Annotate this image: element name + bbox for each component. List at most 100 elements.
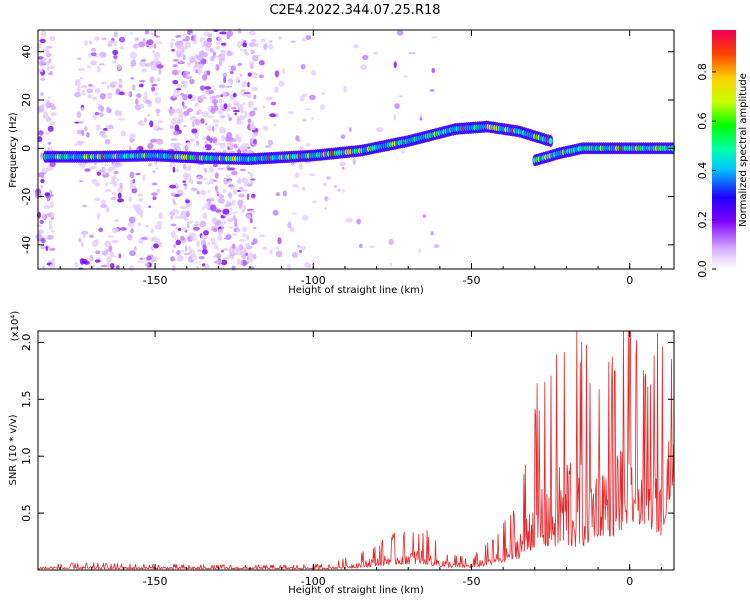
spectrogram-speckle — [171, 69, 179, 76]
spectrogram-speckle — [301, 37, 307, 42]
spectrogram-speckle — [98, 169, 105, 173]
spectrogram-speckle — [212, 228, 217, 232]
spectrogram-speckle — [393, 114, 397, 121]
spectrogram-speckle — [198, 255, 205, 260]
spectrogram-speckle — [183, 124, 187, 127]
x-tick-label: -100 — [301, 274, 326, 287]
spectrogram-speckle — [171, 48, 175, 52]
spectrogram-speckle — [207, 200, 211, 205]
spectrogram-speckle — [252, 132, 255, 138]
spectrogram-speckle — [246, 183, 253, 188]
spectrogram-speckle — [273, 123, 277, 127]
spectrogram-speckle — [148, 205, 151, 209]
spectrogram-speckle — [430, 231, 434, 236]
spectrogram-speckle — [139, 103, 145, 109]
spectrogram-speckle — [215, 209, 222, 213]
spectrogram-speckle — [156, 112, 160, 117]
spectrogram-speckle — [311, 117, 314, 120]
y-tick-label: 1.5 — [20, 391, 33, 409]
spectrogram-speckle — [113, 54, 118, 60]
spectrogram-speckle — [275, 192, 281, 197]
spectrogram-speckle — [195, 118, 201, 126]
spectrogram-speckle — [309, 94, 316, 101]
spectrogram-speckle — [207, 189, 211, 193]
spectrogram-speckle — [433, 244, 440, 249]
spectrogram-speckle — [94, 239, 99, 246]
spectrogram-speckle — [154, 92, 159, 96]
spectrogram-speckle — [152, 238, 159, 241]
spectrogram-speckle — [101, 37, 107, 41]
spectrogram-speckle — [104, 189, 112, 193]
spectrogram-speckle — [275, 250, 283, 258]
spectrogram-speckle — [172, 145, 181, 149]
spectrogram-speckle — [130, 59, 137, 67]
spectrogram-speckle — [231, 265, 236, 271]
spectrogram-speckle — [247, 81, 250, 88]
spectrogram-speckle — [186, 61, 192, 67]
spectrogram-speckle — [195, 240, 201, 247]
spectrogram-speckle — [431, 67, 436, 74]
spectrogram-speckle — [230, 65, 237, 72]
spectrogram-speckle — [146, 255, 152, 261]
spectrogram-speckle — [237, 27, 242, 35]
spectrogram-speckle — [37, 105, 45, 113]
spectrogram-speckle — [82, 231, 87, 239]
spectrogram-speckle — [74, 91, 82, 98]
spectrogram-speckle — [118, 79, 123, 85]
spectrogram-speckle — [201, 45, 205, 48]
spectrogram-speckle — [239, 250, 244, 258]
spectrogram-speckle — [99, 93, 106, 100]
spectrogram-speckle — [322, 182, 328, 187]
spectrogram-speckle — [231, 243, 236, 249]
spectrogram-speckle — [144, 90, 148, 97]
spectrogram-speckle — [196, 176, 201, 179]
spectrogram-speckle — [353, 43, 359, 49]
spectrogram-speckle — [114, 218, 119, 223]
spectrogram-speckle — [210, 55, 215, 62]
spectrogram-speckle — [223, 237, 231, 240]
spectrogram-speckle — [176, 254, 184, 262]
spectrogram-speckle — [393, 61, 397, 69]
spectrogram-speckle — [242, 204, 247, 211]
y-tick-label: 0.5 — [20, 504, 33, 522]
spectrogram-speckle — [76, 80, 80, 84]
spectrogram-speckle — [189, 32, 194, 36]
spectrogram-speckle — [169, 166, 177, 169]
spectrogram-speckle — [142, 174, 146, 181]
spectrogram-speckle — [240, 89, 246, 92]
spectrogram-speckle — [253, 94, 257, 100]
spectrogram-speckle — [112, 49, 119, 56]
spectrogram-speckle — [146, 39, 154, 46]
spectrogram-speckle — [216, 45, 221, 50]
spectrogram-speckle — [90, 52, 97, 57]
x-tick-label: 0 — [626, 274, 633, 287]
spectrogram-speckle — [129, 180, 134, 187]
spectrogram-speckle — [151, 182, 158, 186]
spectrogram-speckle — [244, 110, 248, 118]
spectrogram-speckle — [45, 101, 52, 109]
spectrogram-speckle — [171, 38, 175, 42]
spectrogram-speckle — [302, 119, 307, 122]
spectrogram-speckle — [206, 135, 211, 142]
spectrogram-speckle — [234, 112, 237, 116]
spectrogram-speckle — [287, 111, 295, 115]
spectrogram-speckle — [206, 70, 211, 76]
spectrogram-y-label: Frequency (Hz) — [8, 112, 19, 188]
spectrogram-speckle — [98, 63, 105, 66]
spectrogram-speckle — [111, 191, 117, 195]
spectrogram-speckle — [149, 76, 155, 83]
spectrogram-speckle — [175, 215, 182, 219]
spectrogram-speckle — [219, 142, 226, 149]
spectrogram-speckle — [182, 227, 187, 231]
spectrogram-speckle — [245, 234, 250, 241]
spectrogram-speckle — [117, 192, 122, 199]
spectrogram-speckle — [110, 263, 115, 269]
spectrogram-speckle — [268, 43, 273, 50]
spectrogram-speckle — [196, 181, 203, 185]
spectrogram-speckle — [129, 32, 134, 35]
spectrogram-speckle — [183, 183, 187, 186]
spectrogram-speckle — [265, 145, 271, 149]
spectrogram-speckle — [76, 111, 82, 118]
spectrogram-speckle — [79, 180, 83, 183]
spectrogram-speckle — [241, 93, 249, 97]
